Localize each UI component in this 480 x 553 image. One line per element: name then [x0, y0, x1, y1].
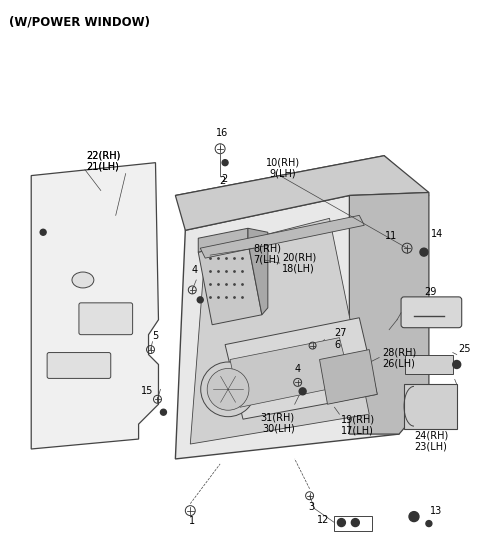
- Text: 2: 2: [221, 174, 227, 184]
- Text: 31(RH): 31(RH): [261, 412, 295, 422]
- Polygon shape: [31, 163, 158, 449]
- Text: 22(RH): 22(RH): [86, 151, 120, 161]
- Circle shape: [453, 361, 461, 368]
- Text: 16: 16: [216, 128, 228, 138]
- Text: 5: 5: [152, 331, 158, 341]
- Polygon shape: [404, 384, 457, 429]
- Text: 7(LH): 7(LH): [253, 254, 280, 264]
- Text: 28(RH): 28(RH): [382, 347, 417, 358]
- Polygon shape: [225, 318, 377, 419]
- Text: 14: 14: [431, 229, 443, 239]
- Text: 10(RH): 10(RH): [266, 158, 300, 168]
- Text: 25: 25: [459, 343, 471, 353]
- Ellipse shape: [207, 368, 249, 410]
- Text: 4: 4: [295, 364, 301, 374]
- Text: 18(LH): 18(LH): [282, 263, 314, 273]
- Circle shape: [426, 520, 432, 526]
- Text: 27: 27: [335, 328, 347, 338]
- Polygon shape: [349, 192, 429, 434]
- Text: 8(RH): 8(RH): [253, 243, 281, 253]
- Polygon shape: [320, 349, 377, 404]
- Polygon shape: [200, 215, 364, 258]
- Text: (W/POWER WINDOW): (W/POWER WINDOW): [9, 15, 150, 29]
- Circle shape: [40, 229, 46, 235]
- Text: 30(LH): 30(LH): [262, 423, 295, 433]
- Text: 13: 13: [430, 505, 442, 515]
- Text: 20(RH): 20(RH): [282, 252, 316, 262]
- Circle shape: [351, 519, 360, 526]
- Text: 3: 3: [309, 502, 315, 512]
- Text: 22(RH): 22(RH): [86, 151, 120, 161]
- FancyBboxPatch shape: [405, 354, 453, 374]
- Ellipse shape: [201, 362, 255, 416]
- Polygon shape: [175, 195, 399, 459]
- Text: 9(LH): 9(LH): [269, 169, 296, 179]
- Text: 21(LH): 21(LH): [86, 161, 119, 171]
- Circle shape: [409, 512, 419, 521]
- Text: 17(LH): 17(LH): [341, 425, 374, 435]
- Text: 11: 11: [385, 231, 397, 241]
- Text: 21(LH): 21(LH): [86, 161, 119, 171]
- Circle shape: [160, 409, 167, 415]
- Polygon shape: [198, 228, 248, 252]
- Text: 26(LH): 26(LH): [382, 358, 415, 368]
- Bar: [335, 515, 372, 530]
- Text: 29: 29: [425, 287, 437, 297]
- Ellipse shape: [72, 272, 94, 288]
- Polygon shape: [175, 156, 429, 230]
- Polygon shape: [198, 242, 262, 325]
- Text: 2: 2: [219, 175, 225, 186]
- Polygon shape: [190, 218, 369, 444]
- Polygon shape: [248, 228, 268, 315]
- Text: 4: 4: [191, 265, 197, 275]
- FancyBboxPatch shape: [47, 353, 111, 378]
- Text: 15: 15: [141, 387, 154, 397]
- Text: 24(RH): 24(RH): [414, 430, 448, 440]
- FancyBboxPatch shape: [79, 303, 132, 335]
- Text: 23(LH): 23(LH): [414, 441, 447, 451]
- Circle shape: [222, 160, 228, 166]
- Polygon shape: [175, 156, 429, 235]
- Polygon shape: [230, 338, 351, 407]
- Circle shape: [337, 519, 346, 526]
- Text: 1: 1: [189, 515, 195, 525]
- FancyBboxPatch shape: [401, 297, 462, 328]
- Circle shape: [420, 248, 428, 256]
- Text: 6: 6: [335, 340, 341, 349]
- Text: 12: 12: [317, 515, 329, 525]
- Text: 19(RH): 19(RH): [341, 414, 375, 424]
- Circle shape: [299, 388, 306, 395]
- Circle shape: [197, 297, 203, 303]
